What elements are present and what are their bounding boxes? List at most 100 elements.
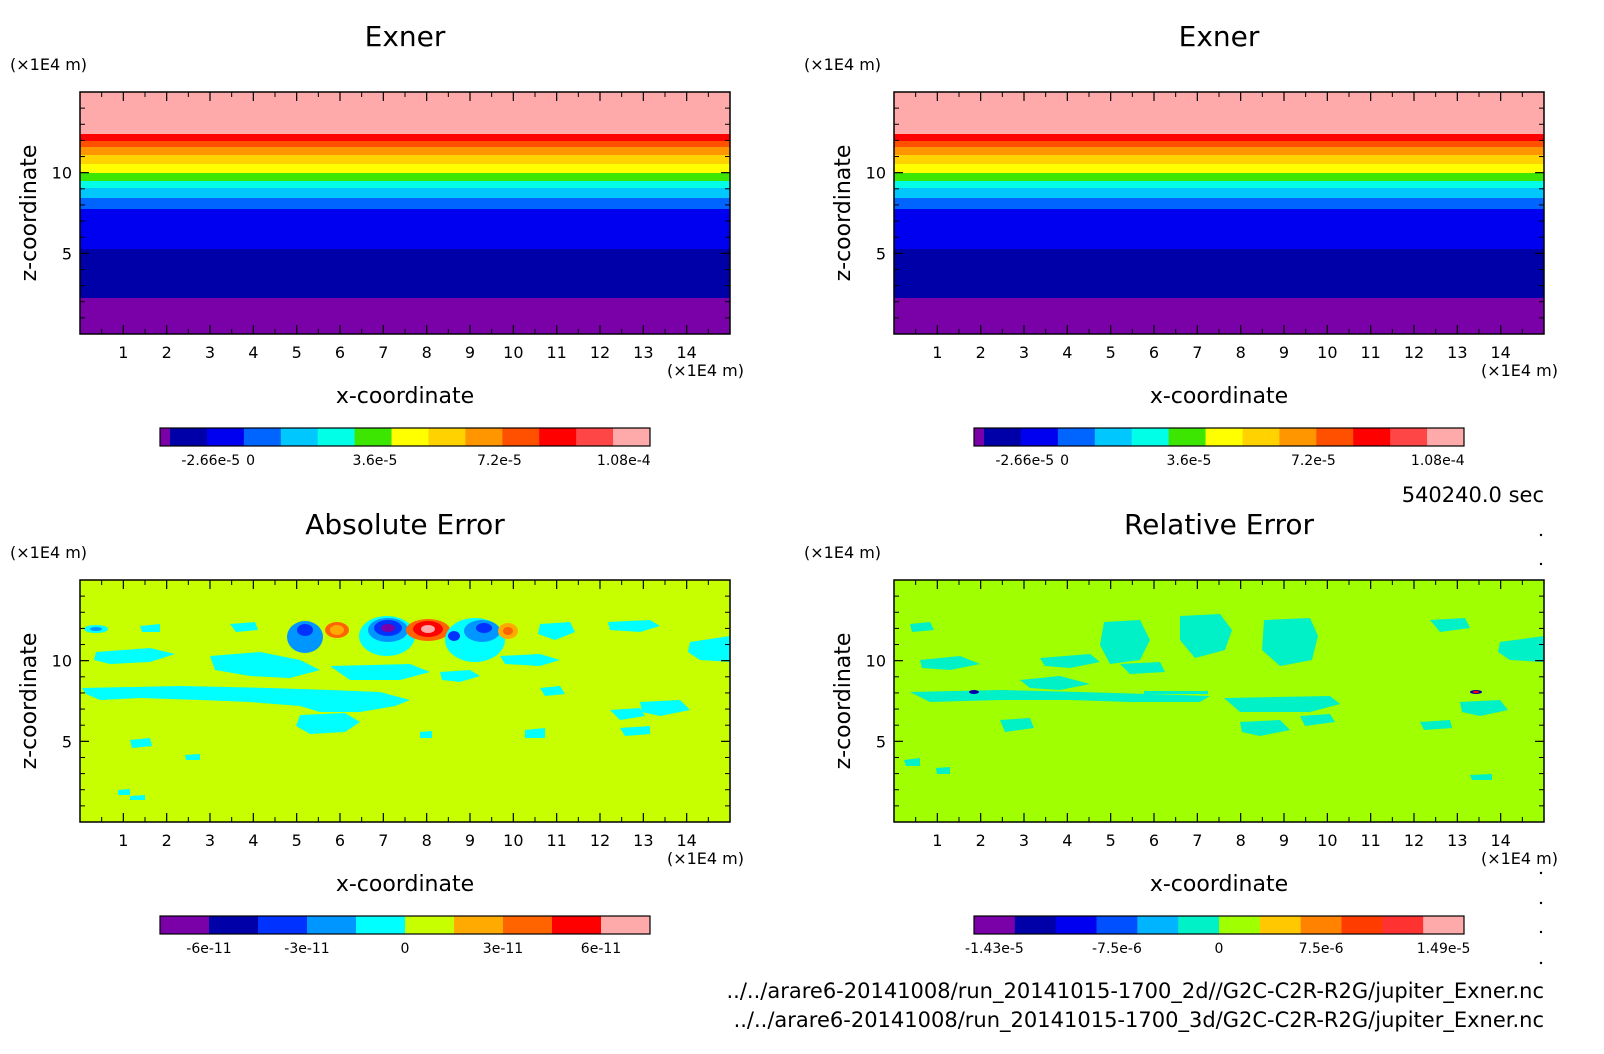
x-tick-label: 1: [118, 343, 128, 362]
band-cyan: [894, 180, 1544, 188]
colorbar-swatch: [1316, 428, 1354, 446]
colorbar-swatch: [974, 916, 1016, 934]
colorbar-swatch: [502, 428, 540, 446]
thin-band: [1144, 691, 1208, 694]
z-unit-label: (×1E4 m): [10, 55, 87, 74]
colorbar-swatch: [1131, 428, 1170, 446]
colorbar-swatch: [1137, 916, 1179, 934]
band-pink: [80, 92, 730, 134]
colorbar-swatch: [170, 428, 208, 446]
x-tick-label: 2: [976, 343, 986, 362]
band-yellow: [894, 163, 1544, 173]
colorbar-tick-label: 3.6e-5: [1167, 453, 1212, 469]
colorbar-swatch: [280, 428, 319, 446]
colorbar-tick-label: 0: [1060, 453, 1069, 469]
x-tick-label: 13: [1447, 831, 1467, 850]
colorbar-swatch: [405, 916, 455, 934]
colorbar-swatch: [1094, 428, 1133, 446]
point-feature-right-core: [1473, 690, 1479, 694]
panel-title: Absolute Error: [305, 508, 505, 541]
band-midblue: [894, 197, 1544, 209]
x-tick-label: 11: [1360, 831, 1380, 850]
x-tick-label: 13: [633, 831, 653, 850]
colorbar-frame: [973, 915, 1465, 935]
margin-dots: [1539, 533, 1543, 965]
x-tick-label: 13: [1447, 343, 1467, 362]
x-tick-label: 4: [248, 343, 258, 362]
x-tick-label: 11: [546, 343, 566, 362]
colorbar-tick-label: 0: [401, 941, 410, 957]
z-axis-label: z-coordinate: [17, 633, 42, 770]
x-tick-label: 2: [162, 343, 172, 362]
x-tick-label: 14: [676, 831, 696, 850]
colorbar-swatch: [1055, 916, 1097, 934]
x-axis-label: x-coordinate: [336, 384, 474, 409]
colorbar-swatch: [317, 428, 356, 446]
colorbar-swatch: [1219, 916, 1261, 934]
time-label: 540240.0 sec: [1402, 483, 1544, 507]
field-area: [894, 580, 1544, 822]
z-axis-label: z-coordinate: [831, 145, 856, 282]
colorbar-tick-label: 7.2e-5: [477, 453, 522, 469]
x-tick-label: 12: [590, 343, 610, 362]
colorbar-swatch: [1205, 428, 1243, 446]
colorbar-swatch: [1382, 916, 1424, 934]
colorbar: -6e-11 -3e-11 0 3e-11 6e-11: [159, 915, 651, 957]
file-path-3d: ../../arare6-20141008/run_20141015-1700_…: [734, 1008, 1544, 1033]
z-unit-label: (×1E4 m): [10, 543, 87, 562]
x-tick-label: 7: [1192, 343, 1202, 362]
x-unit-label: (×1E4 m): [1481, 361, 1558, 380]
z-tick-label: 5: [62, 732, 72, 751]
x-unit-label: (×1E4 m): [667, 849, 744, 868]
x-axis-label: x-coordinate: [1150, 872, 1288, 897]
x-tick-label: 14: [676, 343, 696, 362]
colorbar-swatch: [356, 916, 406, 934]
x-tick-label: 5: [292, 831, 302, 850]
band-darkorange: [80, 140, 730, 147]
band-darkorange: [894, 140, 1544, 147]
colorbar-swatch: [1353, 428, 1391, 446]
x-tick-label: 10: [1317, 343, 1337, 362]
x-tick-label: 9: [1279, 343, 1289, 362]
x-tick-label: 12: [1404, 831, 1424, 850]
colorbar-swatch: [1020, 428, 1059, 446]
x-tick-label: 8: [422, 343, 432, 362]
colorbar-tick-label: -6e-11: [186, 941, 231, 957]
colorbar-tick-label: 0: [1215, 941, 1224, 957]
z-unit-label: (×1E4 m): [804, 55, 881, 74]
x-unit-label: (×1E4 m): [1481, 849, 1558, 868]
colorbar-swatch: [1341, 916, 1383, 934]
colorbar-swatch: [1178, 916, 1220, 934]
field-area: [80, 580, 730, 822]
z-tick-label: 10: [52, 164, 72, 183]
colorbar-swatch: [307, 916, 357, 934]
x-tick-label: 12: [1404, 343, 1424, 362]
z-tick-label: 5: [876, 244, 886, 263]
x-tick-label: 3: [205, 343, 215, 362]
x-tick-label: 14: [1490, 831, 1510, 850]
colorbar-swatch: [160, 428, 171, 446]
colorbar-tick-label: 1.49e-5: [1417, 941, 1471, 957]
x-tick-label: 8: [422, 831, 432, 850]
colorbar-tick-label: 0: [246, 453, 255, 469]
x-tick-label: 2: [162, 831, 172, 850]
colorbar-swatch: [243, 428, 282, 446]
colorbar: -1.43e-5 -7.5e-6 0 7.5e-6 1.49e-5: [965, 915, 1471, 957]
x-tick-label: 11: [546, 831, 566, 850]
x-tick-label: 3: [205, 831, 215, 850]
x-tick-label: 9: [465, 343, 475, 362]
band-blue: [80, 208, 730, 249]
x-tick-label: 4: [248, 831, 258, 850]
x-tick-label: 8: [1236, 343, 1246, 362]
colorbar-swatch: [576, 428, 614, 446]
colorbar-swatch: [613, 428, 651, 446]
x-tick-label: 10: [1317, 831, 1337, 850]
colorbar-swatch: [258, 916, 308, 934]
band-lightblue: [894, 187, 1544, 198]
colorbar: -2.66e-5 0 3.6e-5 7.2e-5 1.08e-4: [973, 427, 1465, 469]
x-tick-label: 12: [590, 831, 610, 850]
band-darkblue: [894, 248, 1544, 298]
x-tick-label: 7: [378, 343, 388, 362]
